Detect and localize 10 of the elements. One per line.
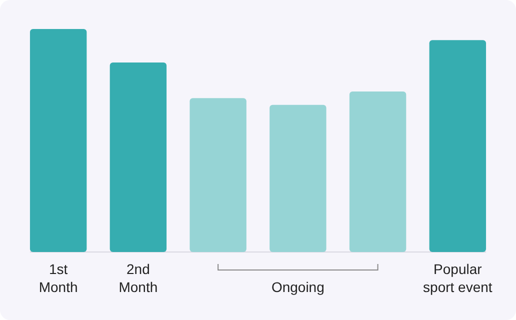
bar bbox=[190, 98, 246, 252]
bar bbox=[429, 40, 486, 252]
x-tick-label: 1st Month bbox=[38, 261, 78, 295]
bar bbox=[270, 104, 326, 252]
bar bbox=[349, 91, 406, 252]
text: Ongoing bbox=[271, 279, 324, 295]
x-tick-label: 2nd Month bbox=[118, 261, 158, 295]
bar bbox=[30, 29, 87, 252]
bar bbox=[110, 62, 167, 252]
x-tick-label: Popular sport event bbox=[423, 261, 492, 295]
